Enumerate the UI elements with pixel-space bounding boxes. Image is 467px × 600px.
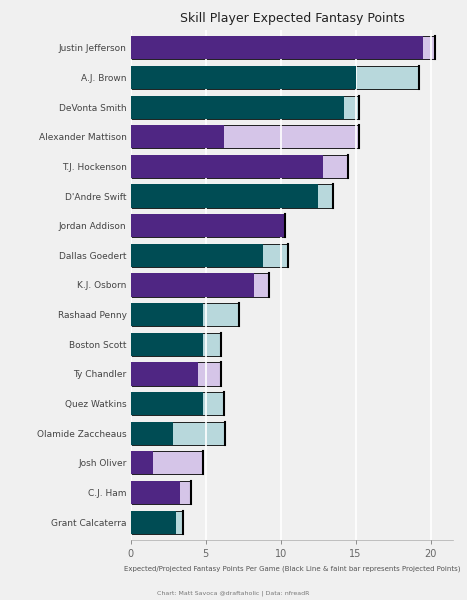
Bar: [131, 184, 318, 208]
Bar: [131, 451, 153, 475]
Bar: [131, 125, 224, 148]
Bar: [131, 333, 203, 356]
Bar: [131, 422, 173, 445]
Bar: [131, 66, 355, 89]
Bar: [131, 274, 269, 296]
Bar: [131, 184, 333, 208]
Bar: [131, 422, 225, 445]
Bar: [131, 274, 254, 296]
Bar: [131, 481, 191, 504]
Bar: [131, 392, 224, 415]
Bar: [131, 511, 183, 534]
Bar: [131, 392, 203, 415]
Bar: [131, 36, 435, 59]
Bar: [131, 214, 285, 237]
Bar: [131, 155, 348, 178]
Bar: [131, 481, 180, 504]
Bar: [131, 303, 203, 326]
Bar: [131, 125, 359, 148]
Bar: [131, 155, 323, 178]
Bar: [131, 451, 203, 475]
Bar: [131, 511, 176, 534]
Bar: [131, 303, 239, 326]
Text: Chart: Matt Savoca @draftaholic | Data: nfreadR: Chart: Matt Savoca @draftaholic | Data: …: [157, 590, 310, 595]
Bar: [131, 66, 418, 89]
Bar: [131, 333, 221, 356]
Bar: [131, 362, 221, 386]
Bar: [131, 36, 423, 59]
Bar: [131, 95, 359, 119]
Bar: [131, 95, 344, 119]
X-axis label: Expected/Projected Fantasy Points Per Game (Black Line & faint bar represents Pr: Expected/Projected Fantasy Points Per Ga…: [124, 566, 460, 572]
Bar: [131, 244, 262, 267]
Bar: [131, 244, 288, 267]
Bar: [131, 362, 198, 386]
Title: Skill Player Expected Fantasy Points: Skill Player Expected Fantasy Points: [179, 11, 404, 25]
Bar: [131, 214, 285, 237]
